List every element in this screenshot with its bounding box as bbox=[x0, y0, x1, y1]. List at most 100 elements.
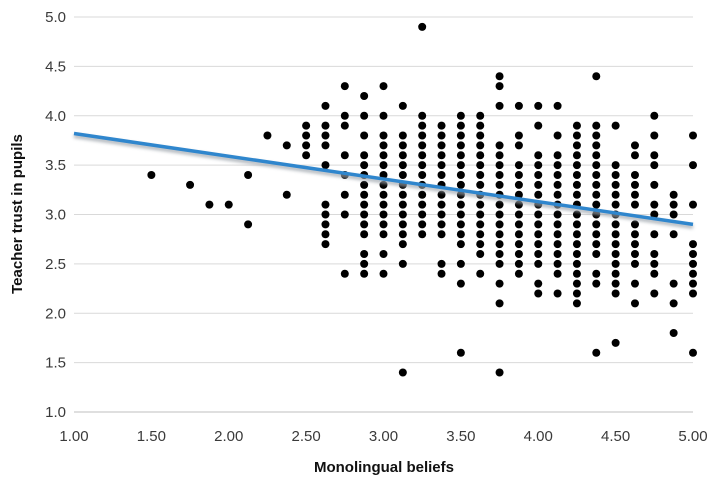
data-point bbox=[437, 220, 446, 229]
data-point bbox=[495, 101, 504, 110]
data-point bbox=[669, 190, 678, 199]
data-point bbox=[592, 250, 601, 258]
data-point bbox=[456, 151, 465, 160]
data-point bbox=[611, 279, 620, 288]
data-point bbox=[476, 161, 485, 170]
data-point bbox=[669, 329, 678, 337]
x-axis-title: Monolingual beliefs bbox=[314, 459, 454, 476]
data-point bbox=[669, 210, 678, 219]
data-point bbox=[321, 210, 330, 219]
data-point bbox=[630, 220, 639, 229]
data-point bbox=[456, 220, 465, 229]
data-point bbox=[572, 141, 581, 150]
data-point bbox=[592, 131, 601, 140]
y-tick-label: 4.0 bbox=[45, 108, 66, 125]
data-point bbox=[553, 101, 562, 110]
data-point bbox=[398, 171, 407, 179]
data-points bbox=[147, 22, 697, 377]
data-point bbox=[534, 250, 543, 258]
data-point bbox=[495, 240, 504, 249]
data-point bbox=[689, 131, 697, 140]
data-point bbox=[476, 210, 485, 219]
data-point bbox=[650, 289, 659, 298]
data-point bbox=[456, 121, 465, 130]
data-point bbox=[476, 240, 485, 249]
data-point bbox=[437, 141, 446, 150]
data-point bbox=[592, 121, 601, 130]
data-point bbox=[418, 200, 427, 209]
y-tick-label: 4.5 bbox=[45, 58, 66, 75]
data-point bbox=[611, 180, 620, 189]
data-point bbox=[418, 171, 427, 179]
data-point bbox=[534, 289, 543, 298]
data-point bbox=[514, 240, 523, 249]
data-point bbox=[456, 111, 465, 120]
data-point bbox=[572, 220, 581, 229]
data-point bbox=[437, 259, 446, 268]
data-point bbox=[630, 200, 639, 209]
data-point bbox=[418, 141, 427, 150]
data-point bbox=[495, 210, 504, 219]
data-point bbox=[534, 121, 543, 130]
data-point bbox=[534, 230, 543, 239]
data-point bbox=[572, 121, 581, 130]
data-point bbox=[630, 141, 639, 150]
data-point bbox=[611, 190, 620, 199]
data-point bbox=[360, 200, 369, 209]
data-point bbox=[630, 299, 639, 308]
data-point bbox=[418, 210, 427, 219]
data-point bbox=[611, 161, 620, 170]
data-point bbox=[360, 131, 369, 140]
data-point bbox=[630, 240, 639, 249]
data-point bbox=[572, 131, 581, 140]
data-point bbox=[534, 151, 543, 160]
data-point bbox=[572, 151, 581, 160]
data-point bbox=[302, 141, 311, 150]
y-tick-label: 3.0 bbox=[45, 207, 66, 224]
data-point bbox=[514, 131, 523, 140]
data-point bbox=[534, 190, 543, 199]
y-tick-label: 2.0 bbox=[45, 305, 66, 322]
data-point bbox=[689, 259, 697, 268]
data-point bbox=[650, 111, 659, 120]
data-point bbox=[553, 250, 562, 258]
data-point bbox=[592, 190, 601, 199]
data-point bbox=[398, 190, 407, 199]
data-point bbox=[321, 101, 330, 110]
data-point bbox=[340, 82, 349, 91]
data-point bbox=[572, 259, 581, 268]
data-point bbox=[321, 131, 330, 140]
data-point bbox=[456, 200, 465, 209]
data-point bbox=[379, 210, 388, 219]
data-point bbox=[611, 250, 620, 258]
data-point bbox=[553, 210, 562, 219]
data-point bbox=[592, 180, 601, 189]
data-point bbox=[379, 200, 388, 209]
data-point bbox=[418, 230, 427, 239]
data-point bbox=[592, 279, 601, 288]
data-point bbox=[572, 190, 581, 199]
data-point bbox=[630, 171, 639, 179]
data-point bbox=[534, 180, 543, 189]
data-point bbox=[611, 240, 620, 249]
data-point bbox=[398, 259, 407, 268]
data-point bbox=[379, 250, 388, 258]
data-point bbox=[592, 171, 601, 179]
data-point bbox=[321, 200, 330, 209]
data-point bbox=[572, 171, 581, 179]
data-point bbox=[572, 289, 581, 298]
data-point bbox=[476, 250, 485, 258]
x-tick-label: 3.00 bbox=[369, 428, 398, 445]
data-point bbox=[360, 210, 369, 219]
data-point bbox=[476, 121, 485, 130]
data-point bbox=[360, 180, 369, 189]
data-point bbox=[379, 131, 388, 140]
data-point bbox=[572, 269, 581, 278]
data-point bbox=[456, 171, 465, 179]
data-point bbox=[611, 171, 620, 179]
data-point bbox=[495, 259, 504, 268]
data-point bbox=[592, 220, 601, 229]
data-point bbox=[534, 171, 543, 179]
data-point bbox=[553, 161, 562, 170]
data-point bbox=[514, 190, 523, 199]
